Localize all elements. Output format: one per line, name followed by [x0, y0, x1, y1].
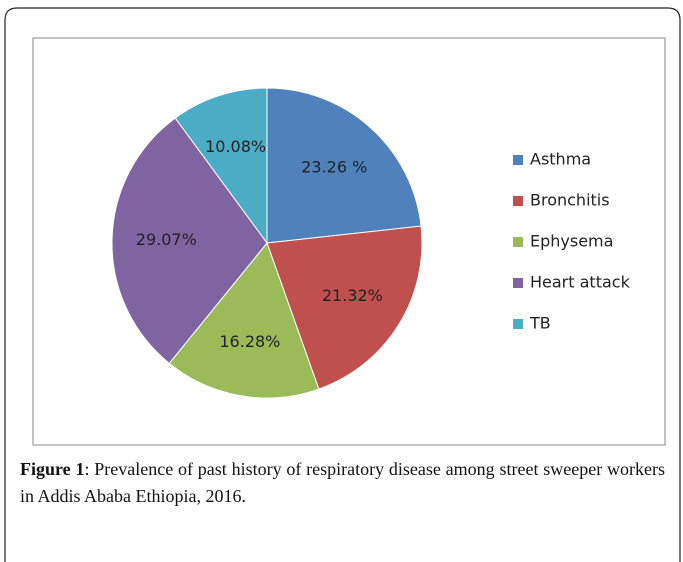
figure-frame: [4, 7, 681, 562]
caption-text: : Prevalence of past history of respirat…: [20, 459, 665, 506]
pie-slice: [266, 225, 423, 390]
slice-label: 10.08%: [205, 137, 266, 156]
slice-label: 21.32%: [322, 286, 383, 305]
legend-swatch: [513, 278, 523, 288]
legend-swatch: [513, 196, 523, 206]
pie-slice: [168, 241, 320, 399]
slice-label: 29.07%: [136, 230, 197, 249]
legend-label: TB: [529, 314, 551, 333]
legend-label: Ephysema: [530, 232, 613, 251]
legend-label: Heart attack: [530, 273, 631, 292]
slice-label: 16.28%: [219, 332, 280, 351]
caption-label: Figure 1: [20, 459, 85, 479]
legend-label: Bronchitis: [530, 191, 610, 210]
legend-swatch: [513, 237, 523, 247]
pie-slice: [111, 117, 268, 365]
legend-swatch: [513, 155, 523, 165]
pie-slice: [266, 87, 422, 244]
legend-label: Asthma: [530, 150, 591, 169]
caption: Figure 1: Prevalence of past history of …: [20, 456, 665, 510]
slice-label: 23.26 %: [301, 157, 367, 176]
pie-slice: [174, 87, 268, 245]
legend-swatch: [513, 319, 523, 329]
